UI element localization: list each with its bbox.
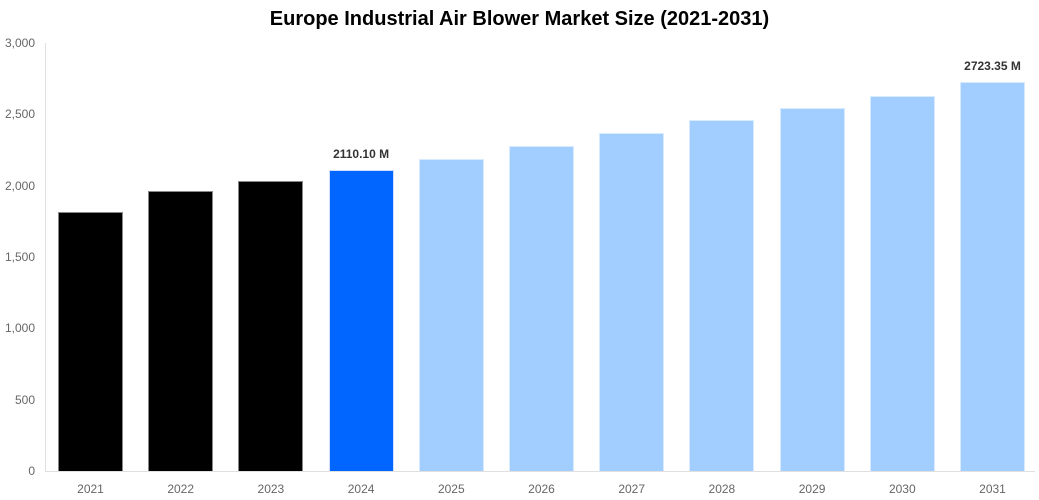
bar-2022	[148, 191, 214, 471]
x-tick-label: 2026	[528, 482, 555, 496]
x-tick-label: 2025	[437, 482, 465, 496]
x-tick-label: 2031	[979, 482, 1006, 496]
bar-2021	[58, 212, 123, 471]
x-axis-line	[45, 471, 1035, 472]
data-label-2031: 2723.35 M	[964, 59, 1021, 74]
bar-2027	[599, 133, 665, 471]
bar-2024	[328, 169, 394, 471]
x-tick-label: 2030	[888, 482, 916, 496]
bar-2023	[238, 181, 304, 471]
x-tick-label: 2023	[257, 482, 285, 496]
bar-2025	[418, 158, 484, 471]
y-tick-label: 500	[14, 392, 35, 407]
y-tick-label: 1,000	[4, 321, 35, 336]
y-tick-label: 0	[28, 464, 35, 478]
bar-2029	[779, 107, 845, 471]
y-tick-label: 2,000	[4, 178, 35, 193]
bar-2031	[960, 82, 1025, 471]
x-tick-label: 2027	[618, 482, 646, 496]
x-tick-label: 2021	[77, 482, 104, 496]
x-tick-label: 2029	[798, 482, 826, 496]
bar-2026	[509, 146, 574, 471]
y-tick-label: 3,000	[4, 36, 35, 50]
x-tick-label: 2022	[167, 482, 195, 496]
bar-2030	[869, 95, 935, 471]
x-tick-label: 2024	[347, 482, 375, 496]
y-tick-label: 1,500	[4, 250, 35, 264]
data-label-2024: 2110.10 M	[333, 146, 390, 161]
chart-title: Europe Industrial Air Blower Market Size…	[269, 8, 770, 30]
x-tick-label: 2028	[708, 482, 736, 496]
bar-2028	[689, 120, 755, 471]
y-tick-label: 2,500	[4, 107, 35, 122]
y-axis-line	[45, 43, 46, 471]
